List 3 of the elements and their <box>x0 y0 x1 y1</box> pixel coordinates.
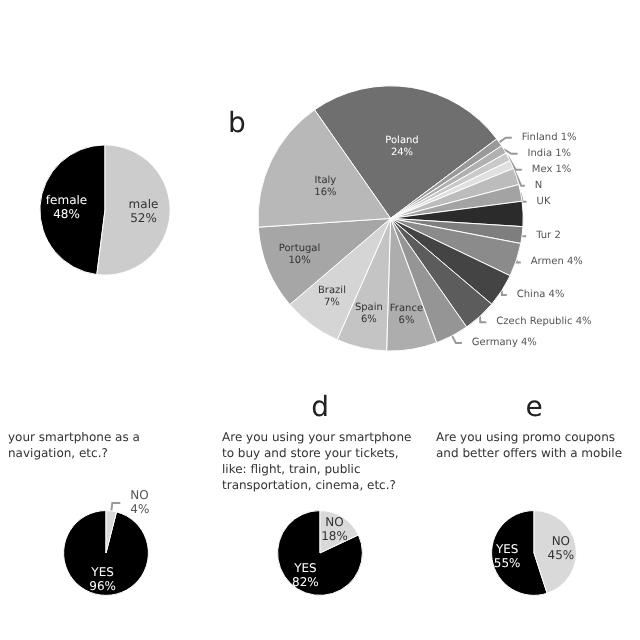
text: b <box>228 108 246 140</box>
chart-title: e <box>525 392 543 424</box>
chart-title: d <box>311 392 329 424</box>
